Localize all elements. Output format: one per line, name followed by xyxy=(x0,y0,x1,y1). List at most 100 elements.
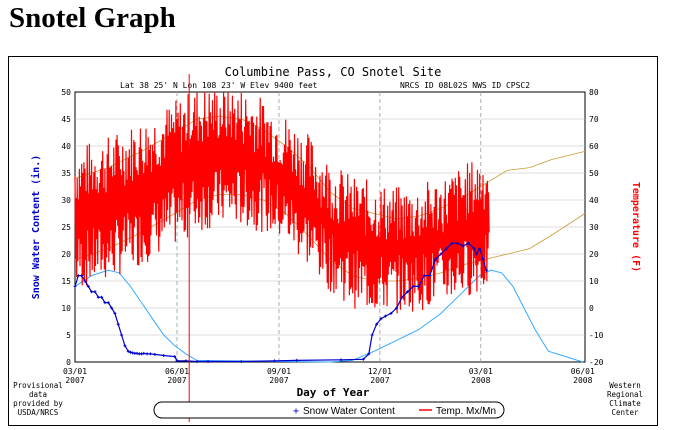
y-tick-right: 70 xyxy=(589,115,599,124)
x-axis-label: Day of Year xyxy=(297,386,370,399)
y-tick-right: 10 xyxy=(589,277,599,286)
swe-data-point xyxy=(184,359,188,363)
y-tick-left: 45 xyxy=(61,115,71,124)
swe-data-point xyxy=(428,274,432,278)
chart-subtitle-ids: NRCS ID 08L02S NWS ID CPSC2 xyxy=(400,81,530,90)
swe-data-point xyxy=(80,274,84,278)
y-tick-right: 80 xyxy=(589,88,599,97)
y-axis-label-left: Snow Water Content (in.) xyxy=(30,155,42,300)
y-tick-right: 0 xyxy=(589,304,594,313)
swe-average-line xyxy=(74,269,583,363)
chart-subtitle-location: Lat 38 25' N Lon 108 23' W Elev 9400 fee… xyxy=(120,81,318,90)
swe-data-point xyxy=(433,257,437,261)
swe-data-point xyxy=(90,290,94,294)
y-tick-left: 10 xyxy=(61,304,71,313)
swe-data-point xyxy=(106,301,110,305)
x-tick-label: 03/01 xyxy=(63,367,87,376)
swe-data-point xyxy=(73,284,77,288)
swe-data-point xyxy=(375,322,379,326)
swe-data-point xyxy=(467,241,471,245)
footnote-wrcc: Climate xyxy=(609,399,641,408)
y-tick-left: 25 xyxy=(61,223,71,232)
footnote-provider: Provisional xyxy=(13,381,63,390)
legend-swe-label: Snow Water Content xyxy=(303,406,395,417)
x-tick-year: 2007 xyxy=(269,376,288,385)
swe-data-point xyxy=(120,333,124,337)
y-tick-right: -20 xyxy=(589,358,604,367)
swe-data-point xyxy=(422,274,426,278)
swe-data-point xyxy=(142,351,146,355)
swe-data-point xyxy=(195,359,199,363)
y-tick-right: 30 xyxy=(589,223,599,232)
x-tick-label: 12/01 xyxy=(368,367,392,376)
footnote-wrcc: Center xyxy=(611,408,639,417)
swe-data-point xyxy=(145,352,149,356)
swe-data-point xyxy=(131,351,135,355)
swe-data-point xyxy=(76,274,80,278)
legend-temp-label: Temp. Mx/Mn xyxy=(436,406,496,417)
x-tick-year: 2007 xyxy=(65,376,84,385)
swe-data-point xyxy=(481,257,485,261)
swe-data-point xyxy=(444,247,448,251)
swe-data-point xyxy=(173,355,177,359)
swe-data-point xyxy=(484,268,488,272)
swe-data-point xyxy=(361,357,365,361)
y-tick-left: 40 xyxy=(61,142,71,151)
swe-data-point xyxy=(339,358,343,362)
swe-data-point xyxy=(128,350,132,354)
swe-data-point xyxy=(126,349,130,353)
y-tick-right: 60 xyxy=(589,142,599,151)
footnote-provider: data xyxy=(29,390,47,399)
swe-data-point xyxy=(175,359,179,363)
swe-data-point xyxy=(411,284,415,288)
swe-data-point xyxy=(273,359,277,363)
swe-data-point xyxy=(93,290,97,294)
x-tick-year: 2008 xyxy=(573,376,592,385)
footnote-wrcc: Regional xyxy=(607,390,643,399)
swe-data-point xyxy=(406,290,410,294)
swe-data-point xyxy=(389,311,393,315)
legend-swe-marker: + xyxy=(293,406,299,417)
footnote-wrcc: Western xyxy=(609,381,641,390)
y-tick-left: 15 xyxy=(61,277,71,286)
page-title: Snotel Graph xyxy=(9,2,176,34)
swe-data-point xyxy=(472,247,476,251)
legend-box xyxy=(153,401,505,419)
swe-data-point xyxy=(474,252,478,256)
swe-data-point xyxy=(295,358,299,362)
y-tick-right: -10 xyxy=(589,331,604,340)
y-tick-right: 40 xyxy=(589,196,599,205)
swe-data-point xyxy=(456,241,459,245)
y-axis-label-right: Temperature (F) xyxy=(630,182,641,272)
x-tick-label: 06/01 xyxy=(571,367,595,376)
swe-data-point xyxy=(367,352,371,356)
swe-data-point xyxy=(439,252,443,256)
swe-data-point xyxy=(103,301,107,305)
swe-data-point xyxy=(450,241,454,245)
swe-data-point xyxy=(135,351,139,355)
swe-data-point xyxy=(239,359,243,363)
swe-data-point xyxy=(370,333,374,337)
y-tick-left: 35 xyxy=(61,169,71,178)
swe-data-point xyxy=(153,352,157,356)
swe-data-point xyxy=(96,295,100,299)
x-tick-label: 03/01 xyxy=(469,367,493,376)
chart-frame xyxy=(8,56,658,426)
x-tick-year: 2007 xyxy=(167,376,186,385)
snotel-chart: Columbine Pass, CO Snotel Site Lat 38 25'… xyxy=(13,65,643,422)
swe-data-point xyxy=(383,314,387,318)
swe-data-point xyxy=(140,352,144,356)
footnote-provider: USDA/NRCS xyxy=(18,408,59,417)
swe-data-point xyxy=(206,359,210,363)
x-tick-label: 09/01 xyxy=(267,367,291,376)
y-tick-left: 50 xyxy=(61,88,71,97)
swe-data-point xyxy=(400,295,404,299)
swe-data-point xyxy=(379,317,383,321)
swe-data-point xyxy=(113,311,117,315)
footnote-provider: provided by xyxy=(13,399,63,408)
chart-title: Columbine Pass, CO Snotel Site xyxy=(225,65,442,79)
swe-data-point xyxy=(162,354,166,358)
swe-data-point xyxy=(100,295,104,299)
swe-data-point xyxy=(395,306,399,310)
swe-data-point xyxy=(83,279,87,283)
